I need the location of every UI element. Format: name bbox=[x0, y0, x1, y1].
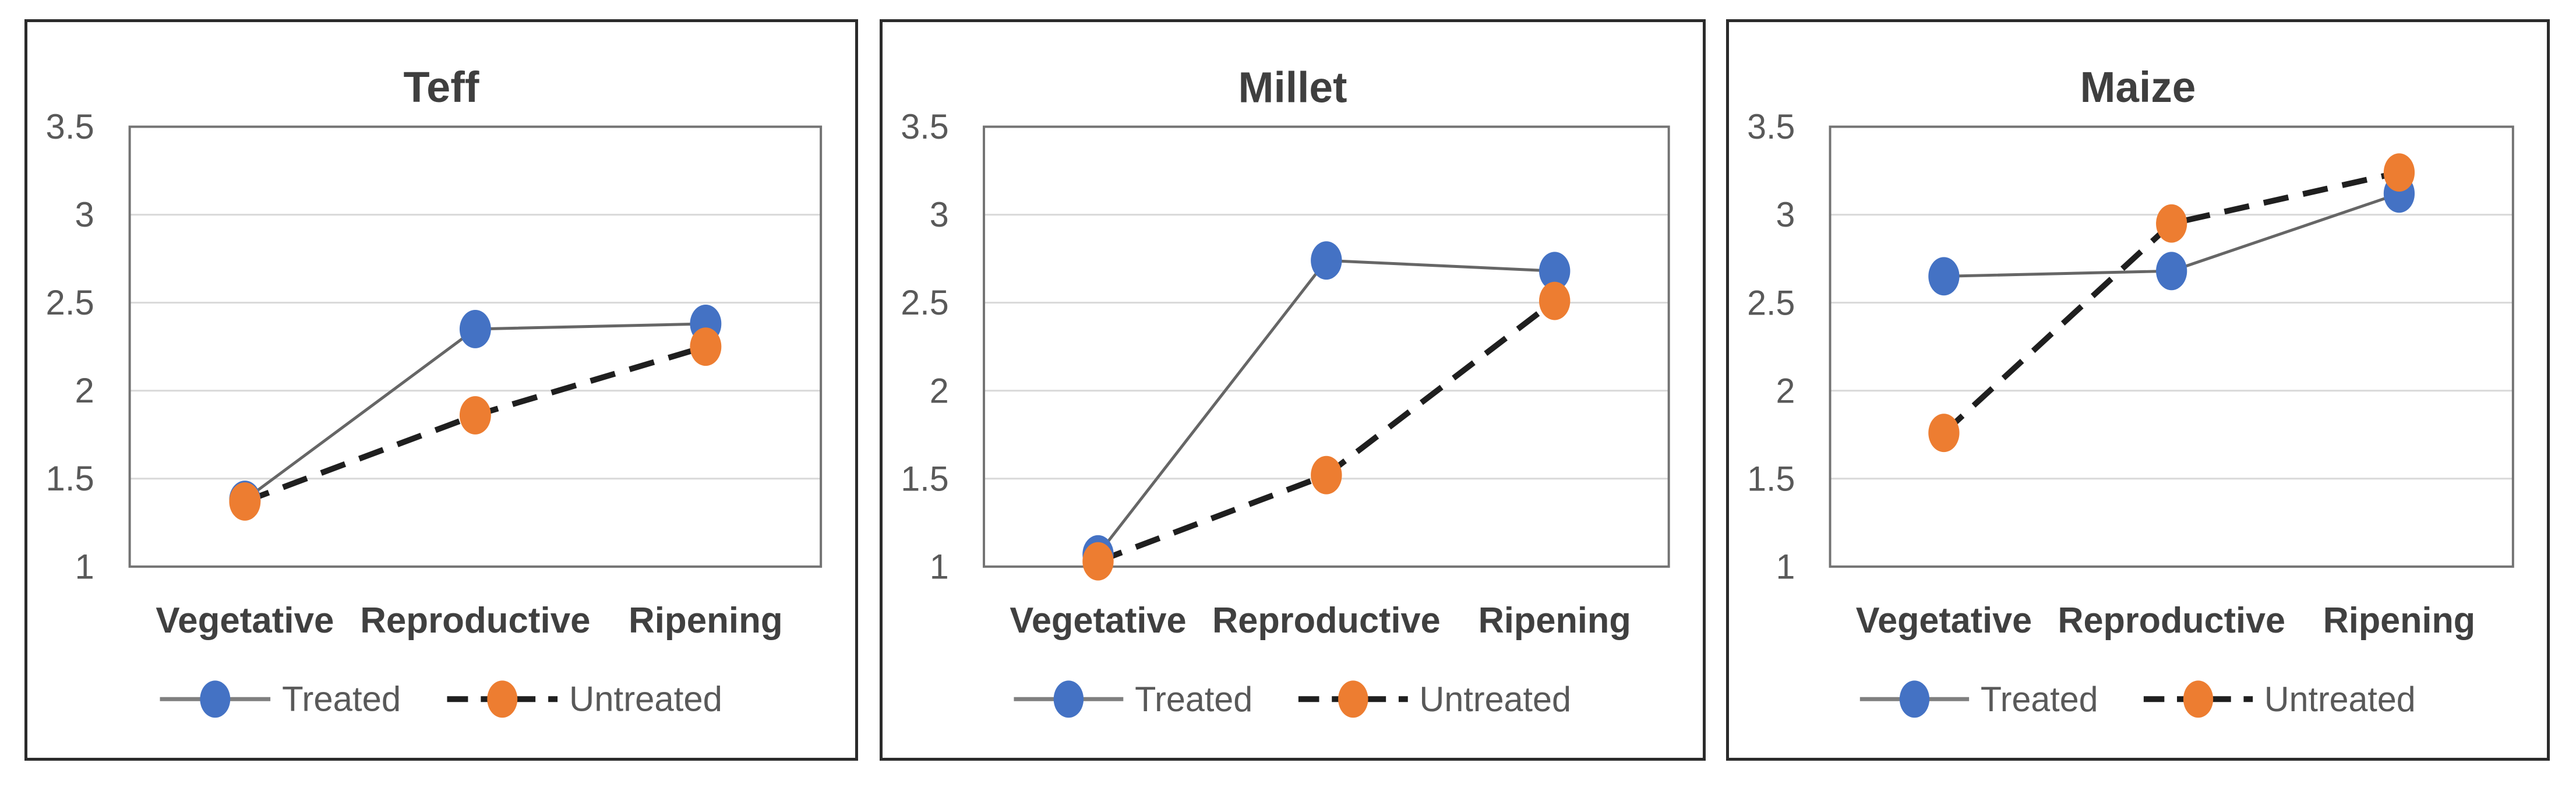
series-line-untreated bbox=[1942, 170, 2400, 435]
chart-title: Teff bbox=[404, 63, 479, 111]
legend-label: Untreated bbox=[2264, 680, 2416, 719]
y-axis-labels: 1 1.5 2 2.5 3 3.5 bbox=[46, 107, 94, 586]
y-tick-label: 3.5 bbox=[901, 107, 948, 146]
y-tick-label: 2.5 bbox=[1747, 283, 1795, 322]
x-axis-labels: Vegetative Reproductive Ripening bbox=[1856, 601, 2475, 641]
category-label: Vegetative bbox=[1856, 601, 2032, 641]
y-tick-label: 3 bbox=[930, 195, 949, 234]
y-tick-label: 3 bbox=[75, 195, 94, 234]
category-label: Reproductive bbox=[2058, 601, 2285, 641]
data-point-marker bbox=[1082, 542, 1114, 581]
legend-marker bbox=[200, 680, 231, 718]
legend-marker bbox=[1053, 680, 1084, 718]
y-tick-label: 2 bbox=[75, 371, 94, 410]
series-markers-untreated bbox=[229, 327, 722, 521]
legend: Treated Untreated bbox=[160, 680, 722, 719]
data-point-marker bbox=[459, 310, 491, 348]
data-point-marker bbox=[1539, 252, 1571, 291]
chart-panel: Teff 1 1.5 2 2.5 3 3.5 Vegetative Reproductive Ri… bbox=[24, 19, 858, 761]
plot-border bbox=[1829, 125, 2514, 568]
category-label: Reproductive bbox=[1212, 601, 1441, 641]
data-point-marker bbox=[1928, 414, 1960, 453]
legend-label: Treated bbox=[1981, 680, 2098, 719]
legend-label: Untreated bbox=[569, 680, 722, 719]
legend: Treated Untreated bbox=[1859, 680, 2416, 719]
chart-title: Millet bbox=[1238, 63, 1347, 111]
y-axis-labels: 1 1.5 2 2.5 3 3.5 bbox=[901, 107, 948, 587]
chart-title: Maize bbox=[2080, 63, 2196, 111]
legend-label: Treated bbox=[282, 680, 401, 719]
legend-marker bbox=[487, 680, 518, 718]
chart-panel: Maize 1 1.5 2 2.5 3 3.5 Vegetative Reproductive R… bbox=[1726, 19, 2550, 761]
chart-svg: Teff 1 1.5 2 2.5 3 3.5 Vegetative Reproductive Ri… bbox=[46, 63, 823, 719]
data-point-marker bbox=[2156, 252, 2187, 291]
y-tick-label: 3 bbox=[1776, 195, 1795, 234]
x-axis-labels: Vegetative Reproductive Ripening bbox=[1010, 601, 1631, 641]
series-markers-treated bbox=[1082, 241, 1571, 574]
category-label: Ripening bbox=[629, 601, 783, 641]
y-tick-label: 1.5 bbox=[46, 459, 94, 498]
data-point-marker bbox=[1539, 281, 1571, 320]
legend-marker bbox=[1338, 680, 1368, 718]
data-point-marker bbox=[690, 327, 722, 366]
category-label: Ripening bbox=[2323, 601, 2475, 641]
y-tick-label: 2.5 bbox=[46, 283, 94, 322]
y-tick-label: 1 bbox=[75, 547, 94, 586]
series-markers-untreated bbox=[1928, 153, 2415, 453]
legend-marker bbox=[2183, 680, 2214, 718]
y-tick-label: 1.5 bbox=[1747, 459, 1795, 498]
y-tick-label: 2 bbox=[930, 371, 949, 410]
data-point-marker bbox=[1311, 241, 1342, 280]
y-tick-label: 1.5 bbox=[901, 459, 948, 498]
series-line-treated bbox=[1097, 259, 1555, 556]
data-point-marker bbox=[2156, 204, 2187, 243]
data-point-marker bbox=[2383, 153, 2415, 192]
data-point-marker bbox=[1928, 257, 1960, 296]
category-label: Ripening bbox=[1478, 601, 1631, 641]
plot-border bbox=[983, 125, 1670, 568]
y-tick-label: 1 bbox=[930, 547, 949, 586]
series-markers-untreated bbox=[1082, 281, 1571, 581]
category-label: Reproductive bbox=[360, 601, 590, 641]
y-tick-label: 2 bbox=[1776, 371, 1795, 410]
legend: Treated Untreated bbox=[1014, 680, 1571, 719]
legend-label: Treated bbox=[1135, 680, 1252, 719]
y-tick-label: 2.5 bbox=[901, 283, 948, 322]
category-label: Vegetative bbox=[156, 601, 334, 641]
chart-panel: Millet 1 1.5 2 2.5 3 3.5 Vegetative Reproductive… bbox=[880, 19, 1706, 761]
data-point-marker bbox=[229, 482, 261, 521]
gridlines bbox=[129, 214, 821, 480]
legend-marker bbox=[1899, 680, 1930, 718]
category-label: Vegetative bbox=[1010, 601, 1186, 641]
x-axis-labels: Vegetative Reproductive Ripening bbox=[156, 601, 782, 641]
series-line-untreated bbox=[1097, 298, 1557, 564]
y-tick-label: 1 bbox=[1776, 547, 1795, 586]
y-tick-label: 3.5 bbox=[46, 107, 94, 146]
y-tick-label: 3.5 bbox=[1747, 107, 1795, 146]
chart-svg: Millet 1 1.5 2 2.5 3 3.5 Vegetative Reproductive… bbox=[901, 63, 1670, 719]
data-point-marker bbox=[1311, 455, 1342, 495]
plot-border bbox=[128, 125, 823, 568]
y-axis-labels: 1 1.5 2 2.5 3 3.5 bbox=[1747, 107, 1795, 587]
data-point-marker bbox=[459, 396, 491, 435]
chart-svg: Maize 1 1.5 2 2.5 3 3.5 Vegetative Reproductive R… bbox=[1747, 63, 2514, 719]
legend-label: Untreated bbox=[1420, 680, 1571, 719]
